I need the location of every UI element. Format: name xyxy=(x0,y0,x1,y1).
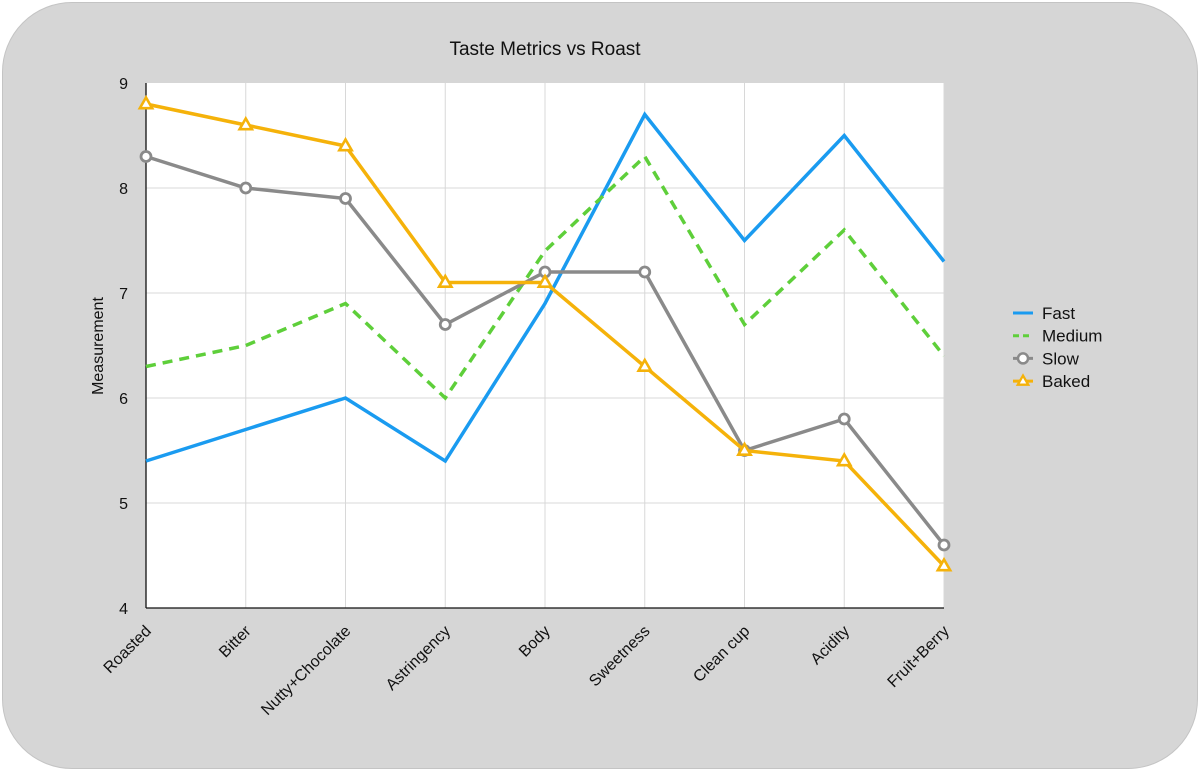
legend-label-medium: Medium xyxy=(1042,327,1102,346)
point-baked xyxy=(835,451,853,467)
point-baked xyxy=(337,136,354,152)
series-line-medium xyxy=(145,153,946,401)
point-baked xyxy=(636,357,654,373)
legend-marker-baked xyxy=(1015,373,1031,386)
y-tick-label: 5 xyxy=(119,496,128,513)
chart-title: Taste Metrics vs Roast xyxy=(449,39,641,60)
grid xyxy=(146,83,945,608)
x-tick-label: Body xyxy=(516,623,554,661)
x-tick-label: Clean cup xyxy=(690,623,753,686)
y-tick-label: 4 xyxy=(119,601,128,618)
y-tick-labels: 4 5 6 7 8 9 xyxy=(119,76,128,618)
point-slow xyxy=(638,265,652,279)
series-group xyxy=(137,94,953,572)
point-slow xyxy=(339,192,352,205)
point-baked xyxy=(436,273,454,289)
y-tick-label: 9 xyxy=(119,76,128,93)
point-slow xyxy=(239,181,253,195)
point-baked xyxy=(237,115,255,131)
x-tick-label: Sweetness xyxy=(586,623,653,690)
legend-marker-slow xyxy=(1016,352,1030,365)
legend-label-slow: Slow xyxy=(1042,349,1080,368)
y-tick-label: 8 xyxy=(119,181,128,198)
point-slow xyxy=(837,412,851,426)
x-tick-label: Acidity xyxy=(808,623,853,668)
y-tick-label: 7 xyxy=(119,286,128,303)
point-baked xyxy=(736,441,753,457)
point-slow xyxy=(139,150,153,163)
point-baked xyxy=(137,94,155,110)
axes xyxy=(145,83,944,609)
y-tick-label: 6 xyxy=(119,391,128,408)
x-tick-label: Astringency xyxy=(383,623,454,694)
x-tick-labels: Roasted Bitter Nutty+Chocolate Astringency B… xyxy=(101,622,953,718)
y-axis-label: Measurement xyxy=(90,297,107,395)
legend-label-fast: Fast xyxy=(1042,304,1075,323)
point-slow xyxy=(937,538,951,552)
point-baked xyxy=(536,273,554,289)
legend: Fast Medium Slow Baked xyxy=(1013,304,1102,391)
point-baked xyxy=(935,556,953,572)
x-tick-label: Roasted xyxy=(101,623,155,677)
x-tick-label: Fruit+Berry xyxy=(885,623,953,691)
x-tick-label: Nutty+Chocolate xyxy=(258,623,354,719)
x-tick-label: Bitter xyxy=(216,622,255,661)
legend-label-baked: Baked xyxy=(1042,372,1090,391)
point-slow xyxy=(438,318,452,331)
series-line-fast xyxy=(145,111,946,464)
